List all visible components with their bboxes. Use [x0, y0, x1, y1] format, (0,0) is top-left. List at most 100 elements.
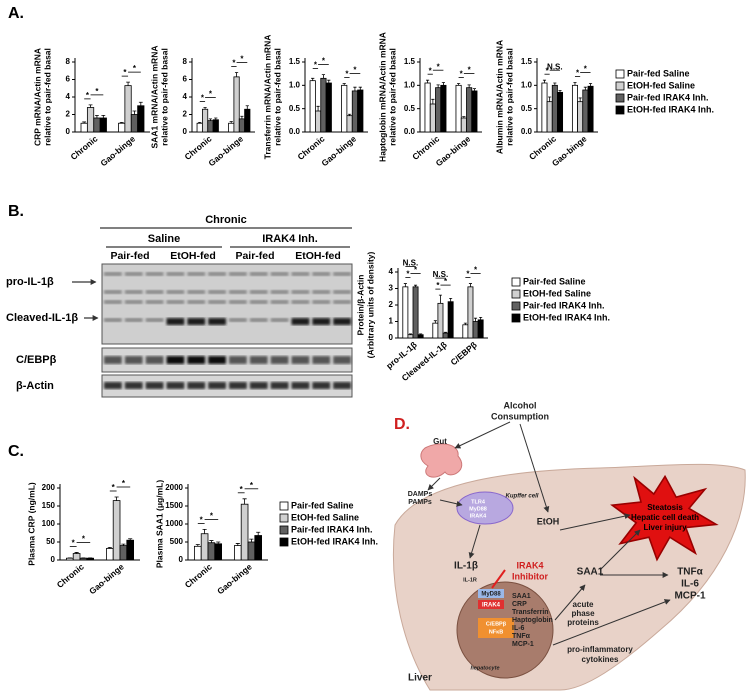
y-tick-label: 200	[42, 483, 56, 492]
diagram-label: C/EBPβ	[486, 621, 507, 627]
y-tick-label: 1.5	[404, 57, 416, 66]
blot-band	[145, 272, 164, 276]
error-bar	[457, 83, 461, 86]
significance-label: *	[437, 62, 441, 71]
panel-label: A.	[8, 5, 24, 22]
legend-label: Pair-fed IRAK4 Inh.	[627, 92, 709, 102]
y-tick-label: 0	[389, 333, 394, 342]
error-bar	[438, 294, 442, 304]
significance-label: *	[86, 91, 90, 100]
diagram-label: IRAK4	[482, 603, 501, 609]
diagram-label: IL-1β	[454, 561, 478, 572]
diagram-label: phase	[571, 609, 595, 618]
error-bar	[242, 498, 247, 505]
error-bar	[101, 114, 106, 118]
significance-label: *	[576, 69, 580, 78]
blot-band	[333, 382, 351, 389]
diagram-label: MCP-1	[674, 591, 706, 602]
bar	[447, 301, 454, 339]
bar	[467, 286, 474, 339]
bar	[247, 541, 256, 561]
x-tick-label: Gao-binge	[434, 133, 473, 168]
bar	[79, 557, 88, 561]
significance-label: *	[201, 94, 205, 103]
blot-header: Chronic	[205, 214, 247, 226]
diagram-label: MCP-1	[512, 641, 534, 648]
blot-group: Saline	[148, 233, 180, 245]
significance-label: *	[436, 281, 440, 290]
significance-label: *	[406, 270, 410, 279]
legend-swatch	[511, 289, 521, 299]
legend-label: EtOH-fed IRAK4 Inh.	[291, 536, 378, 546]
error-bar	[578, 97, 582, 102]
bar	[207, 120, 214, 133]
blot-band	[166, 356, 185, 364]
blot-band	[249, 318, 268, 322]
y-tick-label: 2	[183, 110, 188, 119]
error-bar	[353, 86, 357, 91]
y-tick-label: 1.0	[404, 80, 416, 89]
blot-row-label: pro-IL-1β	[6, 276, 54, 288]
bar	[233, 76, 240, 133]
x-tick-label: Gao-binge	[87, 561, 126, 596]
significance-label: *	[112, 483, 116, 492]
diagram-label: IL-6	[681, 579, 699, 590]
blot-band	[145, 290, 164, 294]
bar	[407, 334, 414, 339]
bar	[200, 533, 209, 561]
myd88-box	[478, 589, 504, 598]
y-axis-label: Plasma CRP (ng/mL)	[26, 482, 36, 566]
error-bar	[321, 74, 326, 79]
significance-label: *	[353, 66, 357, 75]
y-axis-label: relative to pair-fed basal	[272, 48, 282, 146]
blot-band	[249, 300, 268, 304]
arrow	[552, 599, 671, 646]
diagram-label: SAA1	[577, 567, 604, 578]
blot-band	[124, 290, 143, 294]
significance-label: *	[210, 512, 214, 521]
blot-band	[229, 356, 247, 364]
x-tick-label: Gao-binge	[98, 133, 137, 168]
error-bar	[433, 320, 437, 324]
legend-label: Pair-fed IRAK4 Inh.	[291, 524, 373, 534]
y-axis-label: SAA1 mRNA/Actin mRNA	[149, 46, 159, 149]
bar	[238, 118, 246, 133]
y-axis-label: (Arbitrary units of density)	[365, 251, 375, 358]
y-tick-label: 0.0	[521, 127, 533, 136]
error-bar	[203, 107, 207, 110]
diagram-label: cytokines	[582, 655, 619, 664]
blot-band	[187, 300, 206, 304]
blot-band	[104, 272, 122, 276]
blot-subgroup: Pair-fed	[110, 250, 149, 262]
y-tick-label: 1	[389, 317, 394, 326]
bar	[417, 334, 424, 339]
y-axis-label: relative to pair-fed basal	[42, 48, 52, 146]
kupffer-cell	[456, 491, 514, 525]
blot-band	[145, 300, 164, 304]
y-tick-label: 8	[183, 57, 188, 66]
significance-label: *	[429, 66, 433, 75]
bar	[424, 82, 431, 133]
y-tick-label: 1.5	[521, 57, 533, 66]
significance-label: *	[345, 70, 349, 79]
legend-swatch	[279, 501, 289, 511]
bar	[557, 91, 564, 133]
y-tick-label: 0	[51, 555, 56, 564]
diagram-label: Consumption	[491, 411, 549, 421]
diagram-label: TNFα	[512, 633, 531, 640]
bar	[80, 122, 88, 133]
blot-band	[187, 382, 206, 389]
bar	[571, 84, 578, 133]
x-tick-label: Gao-binge	[215, 561, 254, 596]
blot-band	[270, 318, 289, 322]
error-bar	[462, 116, 466, 118]
inhibit-mark	[491, 569, 506, 589]
blot-subgroup: Pair-fed	[235, 250, 274, 262]
legend-swatch	[615, 69, 625, 79]
legend-swatch	[615, 105, 625, 115]
bar	[472, 321, 479, 339]
diagram-label: DAMPs	[408, 491, 433, 498]
y-tick-label: 500	[170, 537, 184, 546]
diagram-label: Liver	[408, 673, 432, 684]
